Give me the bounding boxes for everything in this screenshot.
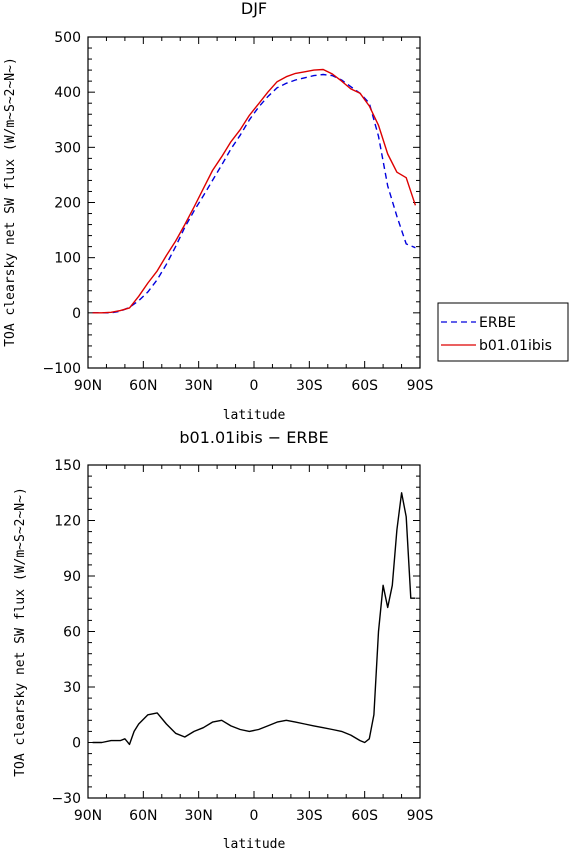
bottom-y-tick-label: 30 <box>63 680 81 696</box>
top-x-tick-label: 30N <box>185 378 213 394</box>
top-y-tick-label: 400 <box>54 85 81 101</box>
bottom-x-tick-label: 60S <box>351 808 378 824</box>
bottom-y-tick-label: 90 <box>63 569 81 585</box>
top-plot-frame <box>87 36 421 369</box>
top-y-tick-label: 500 <box>54 30 81 46</box>
bottom-y-tick-label: −30 <box>51 791 81 807</box>
bottom-x-tick-label: 60N <box>129 808 157 824</box>
bottom-y-tick-label: 120 <box>54 514 81 530</box>
legend-box <box>437 302 569 362</box>
top-x-tick-label: 90S <box>407 378 434 394</box>
top-x-tick-label: 90N <box>74 378 102 394</box>
legend-b01-label: b01.01ibis <box>479 338 552 354</box>
top-chart-title: DJF <box>241 0 267 18</box>
top-x-tick-label: 60N <box>129 378 157 394</box>
top-x-axis-title: latitude <box>223 408 286 423</box>
bottom-y-tick-label: 0 <box>72 736 81 752</box>
bottom-x-tick-label: 30N <box>185 808 213 824</box>
bottom-panel: b01.01ibis − ERBE −30 0 30 60 90 120 150 90N 60… <box>13 428 433 851</box>
top-series-line-b01-01ibis <box>92 68 417 314</box>
top-y-axis-title: TOA clearsky net SW flux (W/m~S~2~N~) <box>3 57 18 347</box>
bottom-x-tick-label: 30S <box>296 808 323 824</box>
top-y-tick-label: 200 <box>54 196 81 212</box>
top-x-tick-label: 60S <box>351 378 378 394</box>
top-x-tick-label: 0 <box>250 378 259 394</box>
bottom-series-line-difference <box>92 492 416 746</box>
bottom-series-lines <box>92 492 416 746</box>
legend-erbe-label: ERBE <box>479 315 516 331</box>
bottom-y-axis-title: TOA clearsky net SW flux (W/m~S~2~N~) <box>13 487 28 777</box>
top-y-tick-label: 300 <box>54 140 81 156</box>
bottom-x-tick-label: 0 <box>250 808 259 824</box>
bottom-y-tick-label: 60 <box>63 625 81 641</box>
bottom-y-tick-label: 150 <box>54 458 81 474</box>
bottom-x-tick-label: 90S <box>407 808 434 824</box>
top-y-tick-label: 100 <box>54 251 81 267</box>
bottom-plot-frame <box>87 464 421 799</box>
bottom-x-axis-title: latitude <box>223 837 286 851</box>
top-x-ticks: 90N 60N 30N 0 30S 60S 90S <box>74 37 434 394</box>
top-series-lines <box>92 68 417 314</box>
legend: ERBE b01.01ibis <box>437 302 569 362</box>
top-y-tick-label: −100 <box>43 361 81 377</box>
top-y-ticks: −100 0 100 200 300 400 500 <box>43 30 420 377</box>
bottom-y-ticks: −30 0 30 60 90 120 150 <box>51 458 420 807</box>
bottom-chart-title: b01.01ibis − ERBE <box>179 428 328 447</box>
top-panel: DJF −100 0 100 200 300 400 500 90N 60N 30N 0 30S 60… <box>3 0 569 423</box>
bottom-x-ticks: 90N 60N 30N 0 30S 60S 90S <box>74 465 434 824</box>
top-y-tick-label: 0 <box>72 306 81 322</box>
bottom-x-tick-label: 90N <box>74 808 102 824</box>
top-x-tick-label: 30S <box>296 378 323 394</box>
